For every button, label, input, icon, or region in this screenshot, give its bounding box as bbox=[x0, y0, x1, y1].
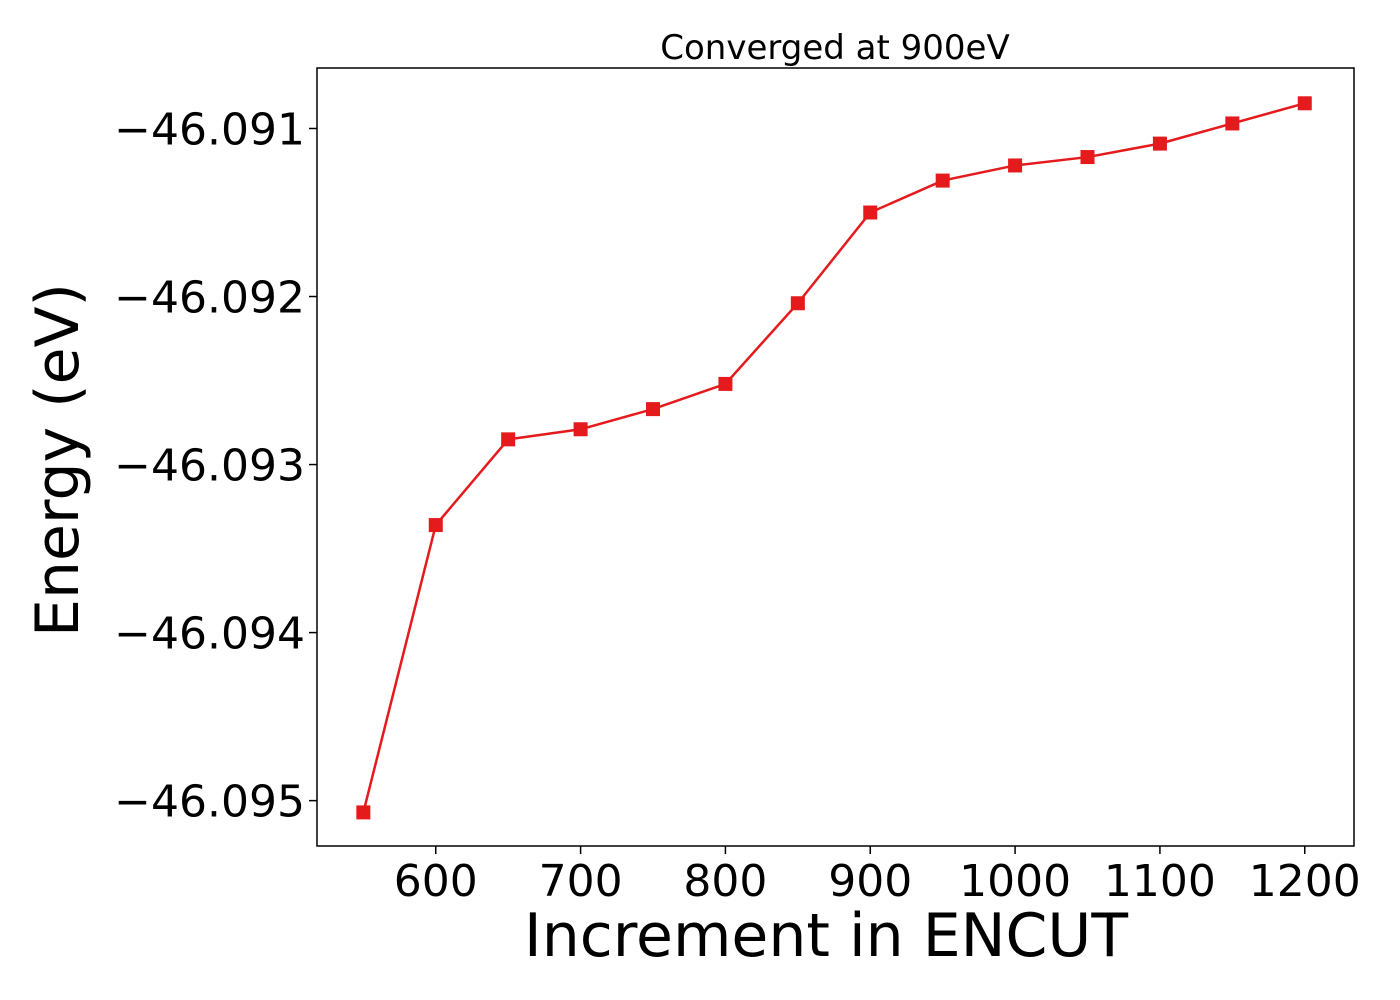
x-axis: 600 700 800 900 1000 1100 1200 bbox=[394, 846, 1361, 907]
chart-title: Converged at 900eV bbox=[660, 28, 1009, 68]
x-tick-label: 1200 bbox=[1249, 856, 1361, 907]
x-tick-label: 1000 bbox=[959, 856, 1071, 907]
data-point-marker bbox=[718, 376, 733, 391]
data-point-marker bbox=[935, 173, 950, 188]
data-point-marker bbox=[646, 402, 661, 417]
data-point-marker bbox=[1080, 150, 1095, 165]
data-point-marker bbox=[1008, 158, 1023, 173]
y-axis: −46.091 −46.092 −46.093 −46.094 −46.095 bbox=[114, 104, 317, 828]
y-tick-label: −46.092 bbox=[114, 273, 305, 324]
x-tick-label: 600 bbox=[394, 856, 478, 907]
data-point-marker bbox=[1225, 116, 1240, 131]
series-layer bbox=[356, 96, 1312, 820]
y-tick-label: −46.091 bbox=[114, 104, 305, 155]
y-axis-label: Energy (eV) bbox=[23, 283, 93, 637]
series-line bbox=[362, 102, 1306, 813]
data-point-marker bbox=[790, 296, 805, 311]
data-point-marker bbox=[1152, 136, 1167, 151]
x-tick-label: 700 bbox=[539, 856, 623, 907]
plot-area-frame bbox=[316, 67, 1355, 847]
data-point-marker bbox=[863, 205, 878, 220]
data-point-marker bbox=[356, 805, 371, 820]
x-tick-label: 900 bbox=[828, 856, 912, 907]
x-tick-label: 1100 bbox=[1104, 856, 1216, 907]
data-point-marker bbox=[501, 432, 516, 447]
data-point-marker bbox=[1297, 96, 1312, 111]
data-point-marker bbox=[428, 518, 443, 533]
y-tick-label: −46.093 bbox=[114, 441, 305, 492]
y-tick-label: −46.095 bbox=[114, 777, 305, 828]
y-tick-label: −46.094 bbox=[114, 609, 305, 660]
x-tick-label: 800 bbox=[683, 856, 767, 907]
x-axis-label: Increment in ENCUT bbox=[524, 901, 1128, 971]
data-point-marker bbox=[573, 422, 588, 437]
